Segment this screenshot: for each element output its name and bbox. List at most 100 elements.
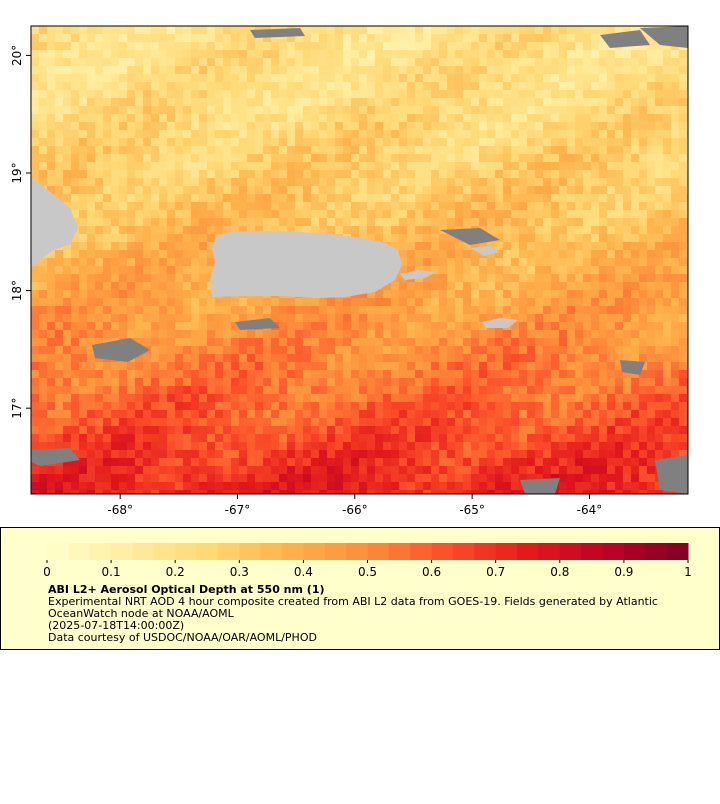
map-cell: [319, 186, 327, 194]
map-cell: [319, 178, 327, 186]
map-cell: [567, 474, 575, 482]
map-cell: [167, 258, 175, 266]
map-cell: [335, 306, 343, 314]
map-cell: [247, 482, 255, 490]
map-cell: [591, 234, 599, 242]
map-cell: [615, 154, 623, 162]
map-cell: [183, 154, 191, 162]
map-cell: [135, 474, 143, 482]
map-cell: [79, 90, 87, 98]
map-cell: [87, 370, 95, 378]
map-cell: [39, 394, 47, 402]
map-cell: [271, 402, 279, 410]
map-cell: [71, 306, 79, 314]
map-cell: [591, 122, 599, 130]
map-cell: [47, 442, 55, 450]
map-cell: [679, 434, 687, 442]
map-cell: [295, 354, 303, 362]
map-cell: [151, 34, 159, 42]
map-cell: [175, 106, 183, 114]
map-cell: [655, 258, 663, 266]
colorbar-swatch: [495, 543, 518, 560]
map-cell: [519, 354, 527, 362]
map-cell: [55, 482, 63, 490]
map-cell: [527, 354, 535, 362]
map-cell: [527, 410, 535, 418]
map-cell: [199, 458, 207, 466]
map-cell: [567, 146, 575, 154]
map-cell: [615, 122, 623, 130]
map-cell: [383, 306, 391, 314]
map-cell: [287, 474, 295, 482]
map-cell: [487, 146, 495, 154]
map-cell: [423, 458, 431, 466]
map-cell: [575, 306, 583, 314]
map-cell: [471, 242, 479, 250]
colorbar-swatch: [68, 543, 91, 560]
clouds: [31, 26, 688, 494]
map-cell: [167, 74, 175, 82]
map-cell: [423, 138, 431, 146]
map-cell: [183, 234, 191, 242]
map-cell: [423, 394, 431, 402]
map-cell: [183, 218, 191, 226]
map-cell: [575, 338, 583, 346]
map-cell: [207, 202, 215, 210]
map-cell: [87, 490, 95, 494]
map-cell: [575, 330, 583, 338]
map-cell: [487, 330, 495, 338]
map-cell: [151, 362, 159, 370]
map-cell: [327, 474, 335, 482]
map-cell: [527, 186, 535, 194]
map-cell: [119, 274, 127, 282]
map-cell: [583, 250, 591, 258]
map-cell: [247, 170, 255, 178]
map-cell: [415, 290, 423, 298]
map-cell: [311, 322, 319, 330]
map-cell: [103, 210, 111, 218]
map-cell: [71, 354, 79, 362]
map-cell: [663, 274, 671, 282]
map-cell: [143, 386, 151, 394]
map-cell: [183, 442, 191, 450]
map-cell: [543, 378, 551, 386]
map-cell: [159, 298, 167, 306]
map-cell: [463, 82, 471, 90]
map-cell: [87, 170, 95, 178]
map-cell: [519, 450, 527, 458]
map-cell: [135, 34, 143, 42]
map-cell: [79, 482, 87, 490]
map-cell: [479, 258, 487, 266]
map-cell: [151, 242, 159, 250]
map-cell: [455, 154, 463, 162]
map-cell: [215, 34, 223, 42]
map-cell: [71, 34, 79, 42]
map-cell: [343, 418, 351, 426]
map-cell: [583, 330, 591, 338]
map-cell: [511, 74, 519, 82]
map-cell: [287, 162, 295, 170]
map-cell: [111, 314, 119, 322]
map-cell: [287, 82, 295, 90]
map-cell: [423, 306, 431, 314]
map-cell: [463, 306, 471, 314]
map-cell: [407, 82, 415, 90]
map-cell: [471, 378, 479, 386]
map-cell: [247, 186, 255, 194]
map-cell: [327, 162, 335, 170]
map-cell: [95, 362, 103, 370]
map-cell: [615, 258, 623, 266]
map-cell: [295, 322, 303, 330]
colorbar-swatch: [346, 543, 368, 560]
map-cell: [599, 474, 607, 482]
map-cell: [279, 354, 287, 362]
map-cell: [231, 442, 239, 450]
map-cell: [655, 378, 663, 386]
map-cell: [487, 202, 495, 210]
map-cell: [679, 394, 687, 402]
map-cell: [351, 378, 359, 386]
map-cell: [271, 162, 279, 170]
map-cell: [239, 90, 247, 98]
map-cell: [151, 394, 159, 402]
map-cell: [335, 442, 343, 450]
